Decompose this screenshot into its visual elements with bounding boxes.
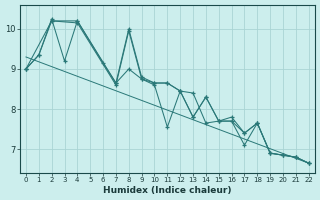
X-axis label: Humidex (Indice chaleur): Humidex (Indice chaleur): [103, 186, 232, 195]
